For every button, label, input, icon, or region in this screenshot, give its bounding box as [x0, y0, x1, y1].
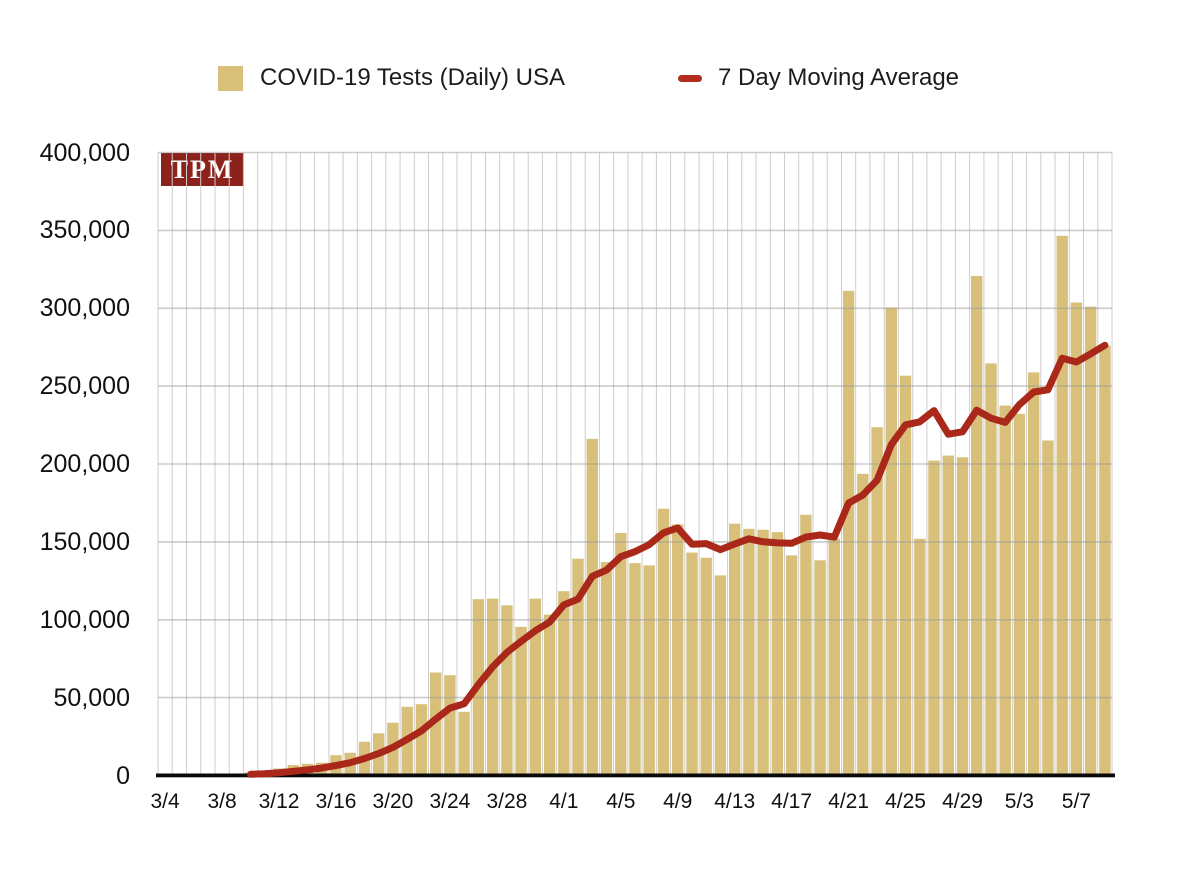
x-tick-label: 3/4: [150, 790, 180, 813]
x-tick-label: 4/5: [606, 790, 636, 813]
daily-tests-bar: [928, 460, 940, 776]
bar-legend-swatch: [218, 65, 243, 91]
daily-tests-bar: [415, 704, 428, 776]
y-tick-label: 350,000: [39, 216, 130, 245]
daily-tests-bar: [999, 405, 1011, 776]
daily-tests-bar: [1042, 440, 1054, 776]
daily-tests-bar: [458, 711, 470, 776]
daily-tests-bar: [729, 523, 741, 776]
daily-tests-bar: [501, 605, 513, 776]
x-tick-label: 3/20: [372, 790, 414, 813]
x-tick-label: 3/12: [258, 790, 300, 813]
line-legend-swatch: [678, 74, 702, 82]
y-tick-label: 250,000: [39, 372, 130, 401]
daily-tests-bar: [529, 598, 541, 776]
daily-tests-bar: [430, 672, 442, 776]
daily-tests-bar: [785, 555, 798, 776]
daily-tests-bar: [956, 457, 969, 776]
daily-tests-bar: [700, 557, 712, 776]
daily-tests-bar: [842, 290, 855, 776]
x-axis-baseline: [156, 773, 1115, 778]
legend-item-daily-tests: COVID-19 Tests (Daily) USA: [218, 64, 565, 92]
daily-tests-bar: [1099, 345, 1111, 776]
y-tick-label: 300,000: [39, 294, 130, 323]
x-tick-label: 4/21: [828, 790, 870, 813]
x-tick-label: 4/17: [771, 790, 813, 813]
bar-legend-label: COVID-19 Tests (Daily) USA: [260, 64, 565, 91]
tpm-logo-badge: TPM: [161, 153, 244, 186]
daily-tests-bar: [558, 591, 570, 776]
x-tick-label: 3/8: [207, 790, 237, 813]
daily-tests-bar: [942, 455, 954, 776]
x-tick-label: 5/7: [1061, 790, 1091, 813]
x-tick-label: 3/24: [429, 790, 471, 813]
daily-tests-bar: [871, 427, 883, 776]
daily-tests-bar: [1084, 306, 1097, 776]
x-tick-label: 5/3: [1004, 790, 1034, 813]
daily-tests-bar: [714, 575, 727, 776]
x-tick-label: 4/1: [549, 790, 579, 813]
x-tick-label: 3/16: [315, 790, 357, 813]
daily-tests-bar: [1070, 302, 1083, 776]
daily-tests-bar: [586, 438, 598, 776]
moving-average-line: [247, 341, 1109, 778]
daily-tests-bar: [629, 563, 641, 776]
daily-tests-bar: [899, 375, 912, 776]
daily-tests-bar: [1056, 235, 1068, 776]
daily-tests-bar: [672, 524, 684, 776]
x-tick-label: 4/25: [885, 790, 926, 813]
daily-tests-bar: [657, 508, 670, 776]
daily-tests-bar: [486, 598, 499, 776]
daily-tests-bar: [615, 533, 627, 776]
x-tick-label: 4/29: [942, 790, 983, 813]
daily-tests-bar: [828, 538, 840, 776]
daily-tests-bar: [543, 614, 556, 776]
daily-tests-bar: [985, 363, 997, 776]
y-tick-label: 200,000: [39, 450, 130, 478]
daily-tests-bar: [572, 558, 584, 776]
daily-tests-bar: [771, 532, 784, 776]
y-tick-label: 0: [116, 761, 130, 790]
daily-tests-bar: [643, 565, 655, 776]
y-tick-label: 50,000: [53, 683, 130, 712]
daily-tests-bar: [1028, 372, 1040, 776]
daily-tests-bar: [743, 528, 755, 776]
line-legend-label: 7 Day Moving Average: [718, 64, 960, 91]
daily-tests-bar: [515, 626, 527, 776]
daily-tests-bar: [757, 529, 769, 776]
daily-tests-bar: [600, 562, 613, 776]
daily-tests-bar: [857, 473, 869, 776]
x-tick-label: 4/9: [663, 790, 693, 813]
daily-tests-bar: [914, 538, 926, 776]
daily-tests-bar: [971, 275, 983, 776]
legend-item-moving-average: 7 Day Moving Average: [678, 64, 959, 92]
y-tick-label: 150,000: [39, 527, 130, 556]
x-tick-label: 4/13: [714, 790, 756, 813]
y-tick-label: 400,000: [39, 138, 130, 167]
daily-tests-bar: [1013, 413, 1026, 776]
y-tick-label: 100,000: [39, 605, 130, 634]
daily-tests-bar: [800, 514, 812, 776]
daily-tests-bar: [686, 552, 698, 776]
daily-tests-bar: [814, 560, 826, 776]
x-tick-label: 3/28: [486, 790, 528, 813]
daily-tests-bar: [444, 675, 456, 776]
